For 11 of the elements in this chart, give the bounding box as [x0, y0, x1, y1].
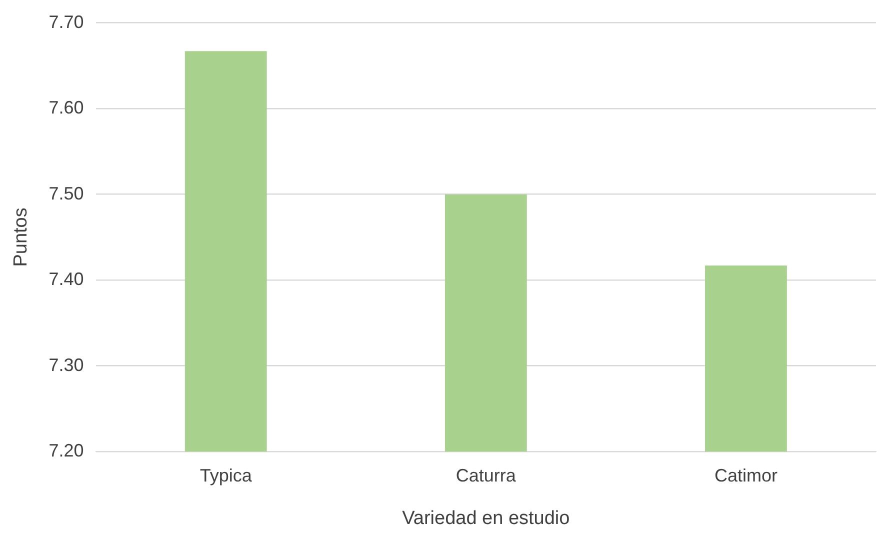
y-tick-label: 7.40: [48, 269, 84, 290]
y-tick-label: 7.20: [48, 440, 84, 461]
x-tick-label: Caturra: [456, 465, 517, 486]
y-tick-label: 7.70: [48, 12, 84, 32]
x-tick-label: Typica: [200, 465, 253, 486]
x-axis-title: Variedad en estudio: [402, 508, 570, 529]
x-tick-label: Catimor: [714, 465, 778, 486]
y-axis-title: Puntos: [10, 208, 32, 267]
y-tick-label: 7.50: [48, 183, 84, 204]
y-tick-label: 7.60: [48, 98, 84, 118]
y-tick-label: 7.30: [48, 354, 84, 375]
